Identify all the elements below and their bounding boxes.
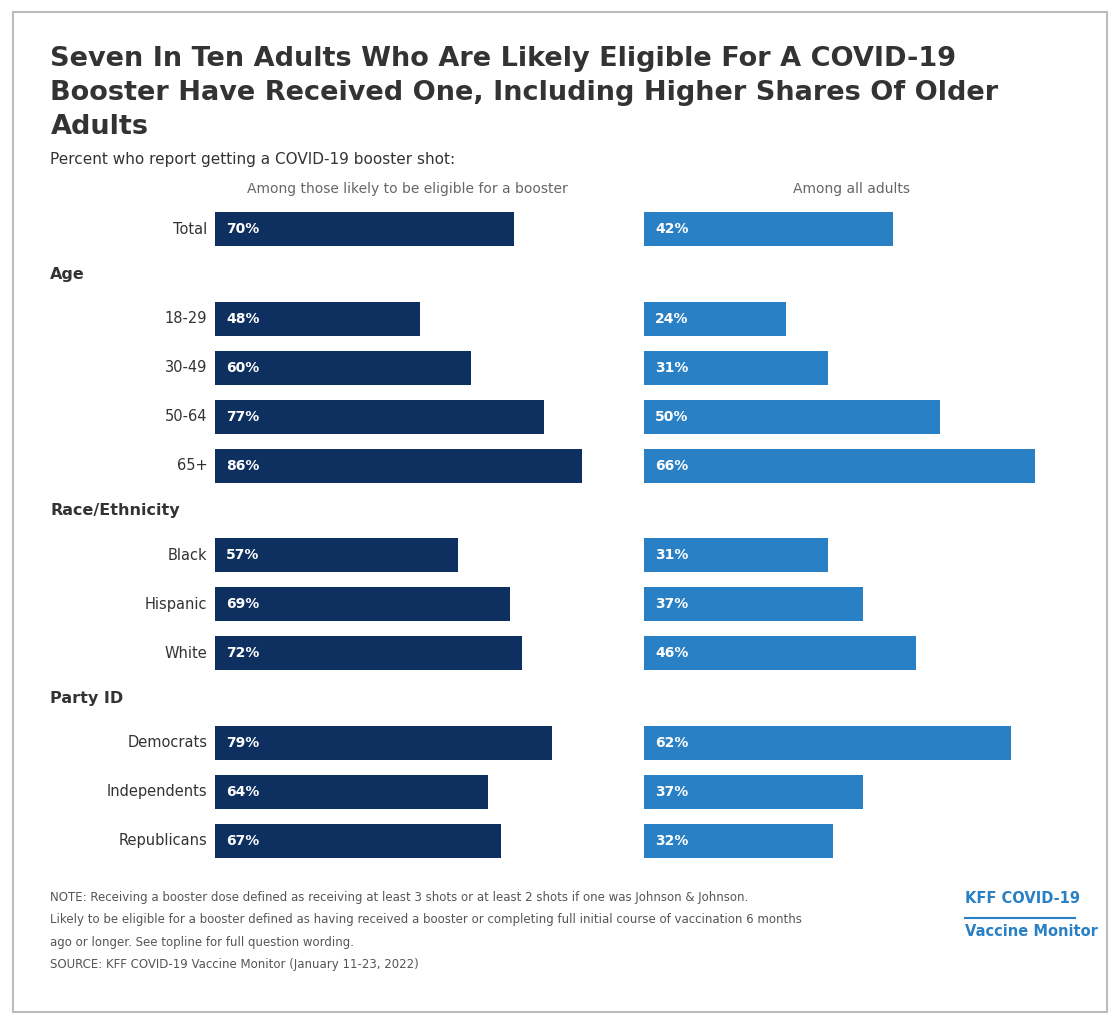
Bar: [644, 449, 1035, 483]
Bar: [644, 726, 1011, 760]
Text: Adults: Adults: [50, 114, 148, 139]
Bar: [644, 350, 828, 385]
Text: Independents: Independents: [106, 784, 207, 800]
Text: Age: Age: [50, 266, 85, 282]
Bar: [215, 636, 522, 671]
Text: Democrats: Democrats: [128, 735, 207, 751]
Text: 32%: 32%: [655, 834, 689, 848]
Text: 62%: 62%: [655, 736, 689, 750]
Bar: [215, 399, 543, 434]
Bar: [644, 212, 893, 247]
Text: 66%: 66%: [655, 459, 689, 473]
Bar: [215, 587, 510, 622]
Text: 42%: 42%: [655, 222, 689, 237]
Text: KFF COVID-19: KFF COVID-19: [965, 891, 1081, 906]
Text: 86%: 86%: [226, 459, 260, 473]
Bar: [644, 539, 828, 572]
Bar: [215, 774, 488, 809]
Text: NOTE: Receiving a booster dose defined as receiving at least 3 shots or at least: NOTE: Receiving a booster dose defined a…: [50, 891, 748, 904]
Bar: [644, 302, 786, 336]
Text: Likely to be eligible for a booster defined as having received a booster or comp: Likely to be eligible for a booster defi…: [50, 913, 802, 927]
Bar: [215, 539, 458, 572]
Text: Booster Have Received One, Including Higher Shares Of Older: Booster Have Received One, Including Hig…: [50, 80, 999, 105]
Text: Percent who report getting a COVID-19 booster shot:: Percent who report getting a COVID-19 bo…: [50, 152, 456, 167]
Text: 57%: 57%: [226, 548, 260, 562]
Text: 70%: 70%: [226, 222, 260, 237]
Text: 60%: 60%: [226, 360, 260, 375]
Text: 64%: 64%: [226, 784, 260, 799]
Text: Black: Black: [168, 548, 207, 563]
Text: 67%: 67%: [226, 834, 260, 848]
Text: 18-29: 18-29: [165, 311, 207, 327]
Text: White: White: [165, 646, 207, 660]
Text: 72%: 72%: [226, 646, 260, 660]
Bar: [215, 302, 420, 336]
Text: 50%: 50%: [655, 410, 689, 424]
Text: 50-64: 50-64: [165, 410, 207, 424]
Text: 31%: 31%: [655, 360, 689, 375]
Bar: [215, 350, 472, 385]
Bar: [644, 587, 864, 622]
Bar: [644, 823, 833, 858]
Text: 77%: 77%: [226, 410, 260, 424]
Text: Vaccine Monitor: Vaccine Monitor: [965, 924, 1099, 939]
Bar: [215, 212, 514, 247]
Text: 37%: 37%: [655, 597, 689, 611]
Text: 37%: 37%: [655, 784, 689, 799]
Text: Party ID: Party ID: [50, 690, 123, 706]
Bar: [215, 449, 582, 483]
Text: Total: Total: [172, 222, 207, 237]
Text: Among all adults: Among all adults: [793, 182, 909, 197]
Text: SOURCE: KFF COVID-19 Vaccine Monitor (January 11-23, 2022): SOURCE: KFF COVID-19 Vaccine Monitor (Ja…: [50, 958, 419, 972]
Text: 79%: 79%: [226, 736, 260, 750]
Text: 46%: 46%: [655, 646, 689, 660]
Text: 24%: 24%: [655, 311, 689, 326]
Text: Seven In Ten Adults Who Are Likely Eligible For A COVID-19: Seven In Ten Adults Who Are Likely Eligi…: [50, 46, 956, 72]
Text: 31%: 31%: [655, 548, 689, 562]
Text: 65+: 65+: [177, 459, 207, 473]
Bar: [644, 399, 940, 434]
Text: 48%: 48%: [226, 311, 260, 326]
Text: ago or longer. See topline for full question wording.: ago or longer. See topline for full ques…: [50, 936, 354, 949]
Bar: [215, 823, 501, 858]
Bar: [215, 726, 552, 760]
Text: 30-49: 30-49: [165, 360, 207, 375]
Text: Hispanic: Hispanic: [144, 597, 207, 611]
Text: Among those likely to be eligible for a booster: Among those likely to be eligible for a …: [246, 182, 568, 197]
Text: Republicans: Republicans: [119, 834, 207, 848]
Text: Race/Ethnicity: Race/Ethnicity: [50, 503, 180, 518]
Bar: [644, 774, 864, 809]
Bar: [644, 636, 916, 671]
Text: 69%: 69%: [226, 597, 260, 611]
